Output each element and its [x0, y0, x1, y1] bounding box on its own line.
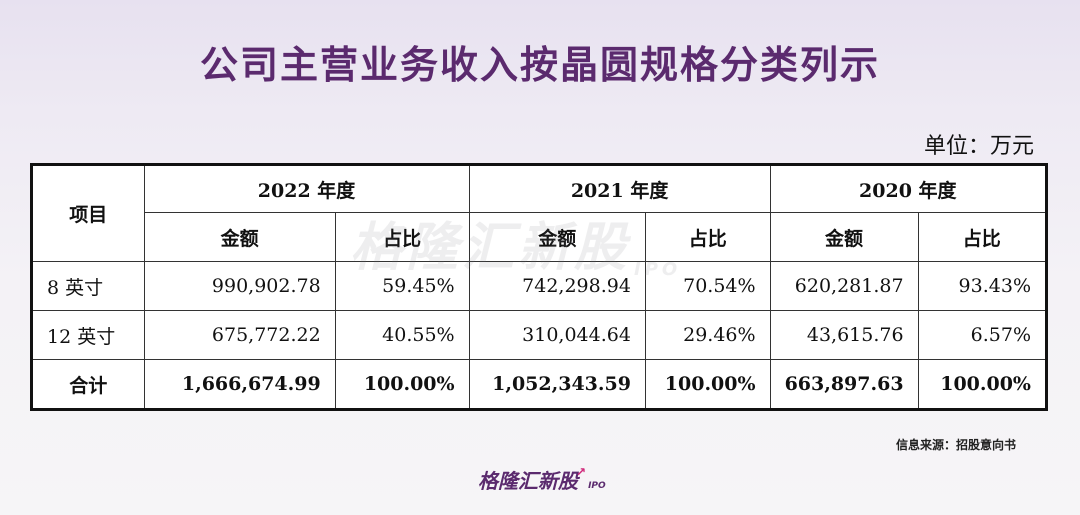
year-header-2021: 2021 年度: [468, 164, 771, 213]
cell-share: 70.54%: [644, 261, 771, 311]
share-header: 占比: [644, 212, 771, 262]
cell-share: 59.45%: [334, 261, 470, 311]
year-header-2022: 2022 年度: [143, 164, 470, 213]
source-note: 信息来源：招股意向书: [895, 438, 1016, 452]
amount-header: 金额: [769, 212, 919, 262]
amount-header: 金额: [143, 212, 336, 262]
cell-share: 93.43%: [917, 261, 1048, 311]
cell-amount: 1,052,343.59: [468, 359, 646, 410]
cell-share: 100.00%: [334, 359, 470, 410]
cell-share: 100.00%: [644, 359, 771, 410]
cell-amount: 43,615.76: [769, 310, 919, 360]
logo-text: 格隆汇新股: [478, 469, 578, 493]
trend-arrow-icon: ↗: [576, 465, 587, 479]
revenue-table: 项目 2022 年度 2021 年度 2020 年度 金额 占比 金额 占比 金…: [30, 163, 1048, 411]
cell-amount: 990,902.78: [143, 261, 336, 311]
cell-amount: 310,044.64: [468, 310, 646, 360]
cell-share: 29.46%: [644, 310, 771, 360]
amount-header: 金额: [468, 212, 646, 262]
logo-ipo: IPO: [588, 481, 606, 491]
cell-share: 40.55%: [334, 310, 470, 360]
table-total-row: 合计 1,666,674.99 100.00% 1,052,343.59 100…: [31, 359, 1048, 410]
share-header: 占比: [917, 212, 1048, 262]
cell-amount: 663,897.63: [769, 359, 919, 410]
table-header-row: 项目 2022 年度 2021 年度 2020 年度: [31, 164, 1048, 262]
table-row: 12 英寸 675,772.22 40.55% 310,044.64 29.46…: [31, 310, 1048, 360]
row-label: 12 英寸: [31, 310, 145, 360]
cell-amount: 675,772.22: [143, 310, 336, 360]
cell-amount: 742,298.94: [468, 261, 646, 311]
row-label: 合计: [31, 359, 145, 410]
row-label: 8 英寸: [31, 261, 145, 311]
brand-logo: 格隆汇新股↗IPO: [478, 465, 606, 494]
table-row: 8 英寸 990,902.78 59.45% 742,298.94 70.54%…: [31, 261, 1048, 311]
share-header: 占比: [334, 212, 470, 262]
unit-label: 单位：万元: [923, 134, 1034, 159]
cell-share: 6.57%: [917, 310, 1048, 360]
page-title: 公司主营业务收入按晶圆规格分类列示: [199, 43, 880, 87]
cell-amount: 620,281.87: [769, 261, 919, 311]
table-subheader-row: 金额 占比 金额 占比 金额 占比: [32, 212, 1048, 262]
cell-share: 100.00%: [917, 359, 1048, 410]
cell-amount: 1,666,674.99: [143, 359, 336, 410]
year-header-2020: 2020 年度: [769, 164, 1048, 213]
item-header: 项目: [31, 164, 145, 262]
